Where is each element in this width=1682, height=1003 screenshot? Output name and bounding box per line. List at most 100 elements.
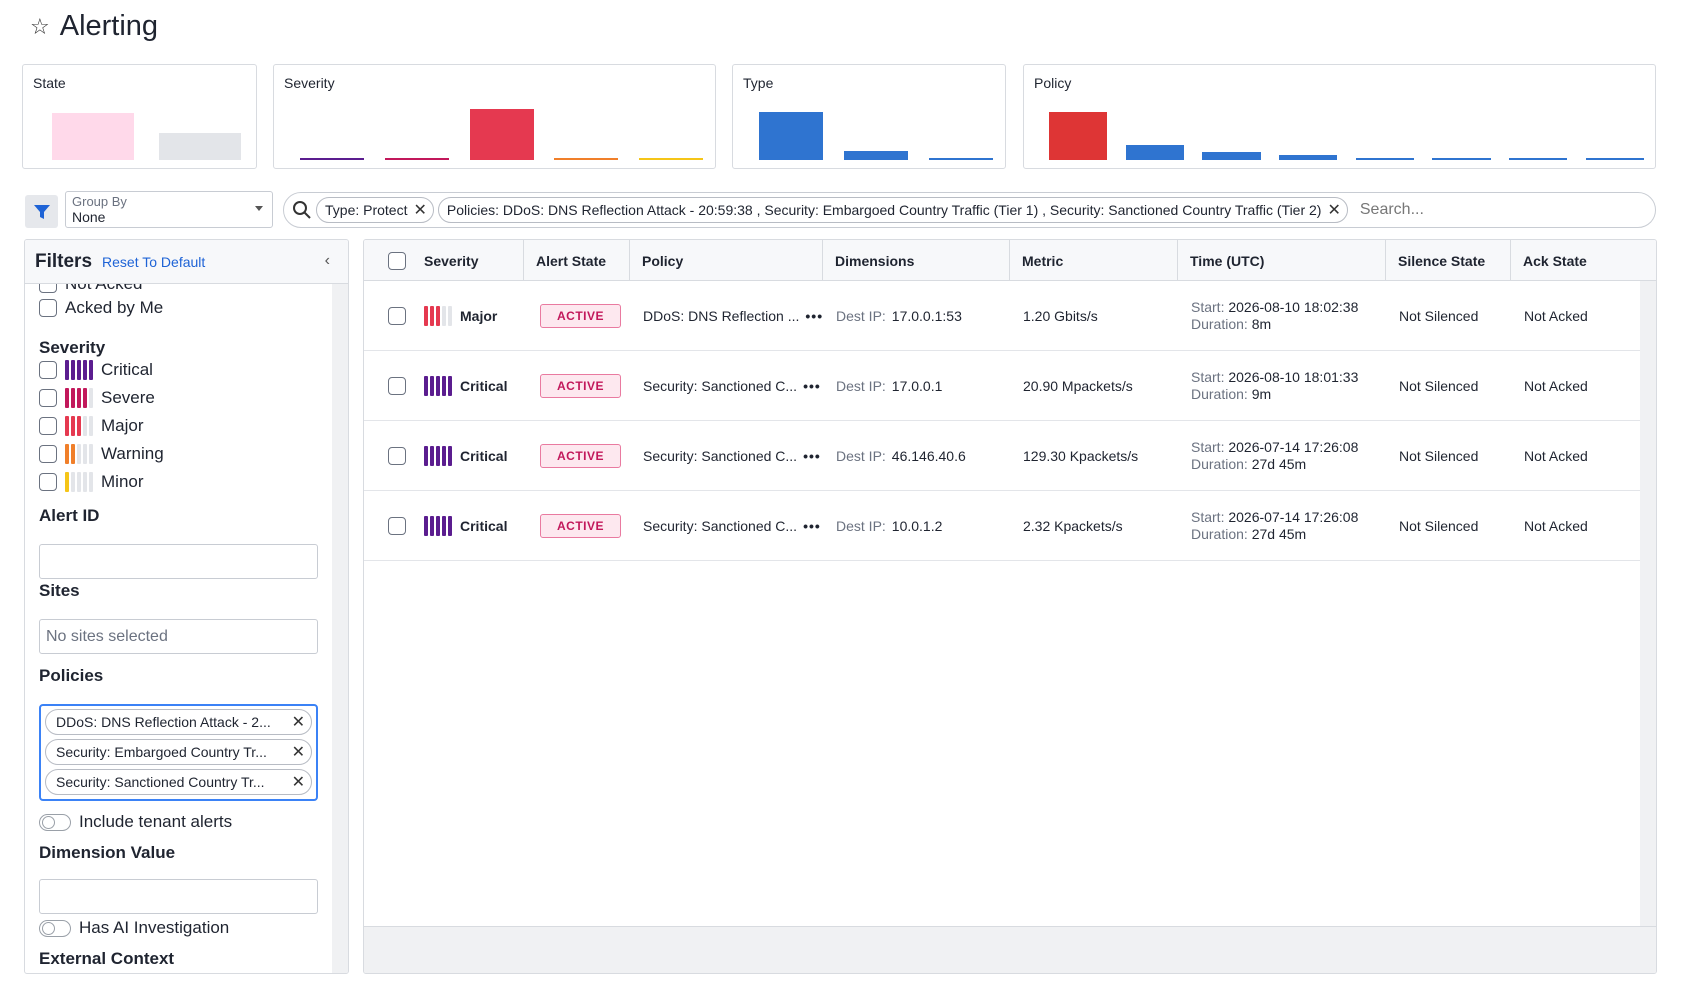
summary-bar[interactable]: [1279, 154, 1338, 160]
close-icon[interactable]: ✕: [291, 744, 305, 761]
table-row[interactable]: Critical ACTIVE Security: Sanctioned C... •…: [364, 491, 1640, 561]
summary-bar[interactable]: [1585, 158, 1644, 160]
severity-icon: [65, 360, 93, 380]
acked-by-me-checkbox[interactable]: [39, 299, 57, 317]
summary-bar[interactable]: [928, 158, 993, 160]
summary-bar[interactable]: [469, 109, 534, 160]
type-filter-chip[interactable]: Type: Protect ✕: [316, 197, 434, 223]
has-ai-investigation-toggle[interactable]: [39, 919, 71, 937]
header-metric[interactable]: Metric: [1010, 240, 1178, 281]
not-acked-checkbox[interactable]: [39, 284, 57, 293]
sites-select[interactable]: No sites selected: [39, 619, 318, 654]
severity-option-major[interactable]: Major: [39, 416, 144, 436]
table-scrollbar[interactable]: [1640, 281, 1656, 926]
summary-bar[interactable]: [384, 157, 449, 160]
row-checkbox[interactable]: [388, 517, 406, 535]
alert-state-cell: ACTIVE: [540, 281, 622, 351]
summary-bar[interactable]: [159, 133, 242, 160]
star-icon[interactable]: ☆: [30, 13, 50, 39]
row-select[interactable]: [388, 491, 406, 561]
close-icon[interactable]: ✕: [1327, 202, 1341, 219]
policy-chip[interactable]: Security: Sanctioned Country Tr... ✕: [45, 769, 312, 795]
summary-bar[interactable]: [300, 158, 365, 160]
start-time: Start: 2026-08-10 18:02:38: [1191, 299, 1358, 316]
dest-ip-value: 17.0.0.1:53: [891, 308, 962, 324]
summary-bar[interactable]: [554, 158, 619, 160]
dest-ip-label: Dest IP:: [836, 308, 886, 324]
acked-by-me-option[interactable]: Acked by Me: [39, 298, 163, 318]
alert-id-input[interactable]: [39, 544, 318, 579]
select-all-checkbox[interactable]: [388, 251, 406, 270]
has-ai-investigation-option[interactable]: Has AI Investigation: [39, 918, 229, 938]
filter-toggle-button[interactable]: [25, 195, 58, 228]
severity-checkbox[interactable]: [39, 445, 57, 463]
reset-to-default-link[interactable]: Reset To Default: [102, 253, 206, 270]
collapse-panel-icon[interactable]: ‹: [324, 252, 330, 269]
severity-checkbox[interactable]: [39, 389, 57, 407]
close-icon[interactable]: ✕: [413, 202, 427, 219]
status-badge: ACTIVE: [540, 304, 622, 328]
dimension-value-input[interactable]: [39, 879, 318, 914]
summary-bar[interactable]: [1508, 158, 1568, 160]
table-row[interactable]: Critical ACTIVE Security: Sanctioned C... •…: [364, 421, 1640, 491]
more-icon[interactable]: •••: [803, 448, 821, 464]
close-icon[interactable]: ✕: [291, 714, 305, 731]
severity-option-warning[interactable]: Warning: [39, 444, 164, 464]
not-acked-option[interactable]: Not Acked: [39, 284, 143, 294]
row-checkbox[interactable]: [388, 447, 406, 465]
header-policy[interactable]: Policy: [630, 240, 823, 281]
policy-cell[interactable]: Security: Sanctioned C... •••: [643, 351, 821, 421]
more-icon[interactable]: •••: [803, 518, 821, 534]
summary-bar[interactable]: [1125, 145, 1185, 160]
search-input[interactable]: [1359, 201, 1560, 219]
type-summary-card[interactable]: Type: [732, 64, 1006, 169]
close-icon[interactable]: ✕: [291, 774, 305, 791]
header-time[interactable]: Time (UTC): [1178, 240, 1386, 281]
policies-multiselect[interactable]: DDoS: DNS Reflection Attack - 2... ✕ Sec…: [39, 704, 318, 801]
more-icon[interactable]: •••: [805, 308, 824, 324]
summary-bar[interactable]: [1355, 157, 1414, 160]
row-select[interactable]: [388, 281, 406, 351]
search-bar[interactable]: Type: Protect ✕ Policies: DDoS: DNS Refl…: [283, 192, 1656, 228]
summary-bar[interactable]: [51, 113, 134, 160]
severity-summary-card[interactable]: Severity: [273, 64, 716, 169]
policy-cell[interactable]: Security: Sanctioned C... •••: [643, 421, 821, 491]
header-alert-state[interactable]: Alert State: [524, 240, 630, 281]
header-severity[interactable]: Severity: [364, 240, 524, 281]
severity-checkbox[interactable]: [39, 417, 57, 435]
header-ack-state[interactable]: Ack State: [1511, 240, 1656, 281]
policy-chip[interactable]: DDoS: DNS Reflection Attack - 2... ✕: [45, 709, 312, 735]
more-icon[interactable]: •••: [803, 378, 821, 394]
summary-bar[interactable]: [1432, 158, 1491, 160]
policies-filter-chip[interactable]: Policies: DDoS: DNS Reflection Attack - …: [437, 197, 1348, 223]
severity-option-minor[interactable]: Minor: [39, 472, 144, 492]
start-value: 2026-08-10 18:01:33: [1228, 369, 1359, 385]
summary-bar[interactable]: [759, 112, 824, 160]
policy-cell[interactable]: DDoS: DNS Reflection ... •••: [643, 281, 823, 351]
row-checkbox[interactable]: [388, 377, 406, 395]
row-select[interactable]: [388, 351, 406, 421]
severity-option-critical[interactable]: Critical: [39, 360, 153, 380]
policy-summary-card[interactable]: Policy: [1023, 64, 1656, 169]
table-row[interactable]: Major ACTIVE DDoS: DNS Reflection ... ••• De…: [364, 281, 1640, 351]
header-silence-state[interactable]: Silence State: [1386, 240, 1511, 281]
group-by-select[interactable]: Group By None: [65, 191, 273, 228]
state-summary-card[interactable]: State: [22, 64, 257, 169]
header-dimensions[interactable]: Dimensions: [823, 240, 1010, 281]
row-checkbox[interactable]: [388, 307, 406, 325]
summary-bar[interactable]: [1202, 152, 1261, 160]
summary-bar[interactable]: [844, 151, 908, 160]
severity-icon: [424, 306, 452, 326]
policy-cell[interactable]: Security: Sanctioned C... •••: [643, 491, 821, 561]
severity-checkbox[interactable]: [39, 473, 57, 491]
include-tenant-alerts-toggle[interactable]: [39, 813, 71, 831]
severity-option-severe[interactable]: Severe: [39, 388, 155, 408]
summary-bar[interactable]: [1049, 112, 1108, 160]
filters-scrollbar[interactable]: [332, 284, 348, 973]
policy-chip[interactable]: Security: Embargoed Country Tr... ✕: [45, 739, 312, 765]
include-tenant-alerts-option[interactable]: Include tenant alerts: [39, 812, 232, 832]
severity-checkbox[interactable]: [39, 361, 57, 379]
summary-bar[interactable]: [638, 158, 703, 160]
table-row[interactable]: Critical ACTIVE Security: Sanctioned C... •…: [364, 351, 1640, 421]
row-select[interactable]: [388, 421, 406, 491]
